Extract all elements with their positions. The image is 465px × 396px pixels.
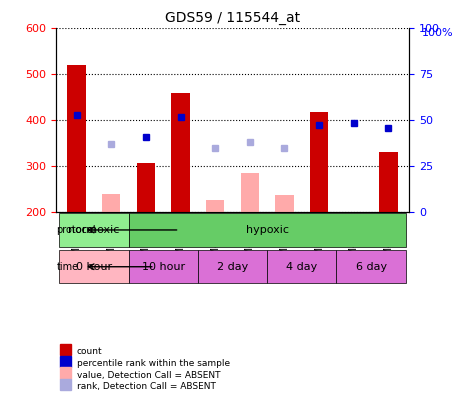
Text: 0 hour: 0 hour xyxy=(76,262,112,272)
FancyBboxPatch shape xyxy=(59,213,128,246)
Text: 10 hour: 10 hour xyxy=(142,262,185,272)
Bar xyxy=(241,173,259,211)
Title: GDS59 / 115544_at: GDS59 / 115544_at xyxy=(165,11,300,25)
FancyBboxPatch shape xyxy=(59,250,128,283)
Bar xyxy=(172,93,190,211)
Bar xyxy=(310,112,328,211)
FancyBboxPatch shape xyxy=(337,250,406,283)
Text: time: time xyxy=(56,262,79,272)
Bar xyxy=(102,194,120,211)
FancyBboxPatch shape xyxy=(198,250,267,283)
FancyBboxPatch shape xyxy=(267,250,337,283)
FancyBboxPatch shape xyxy=(128,250,198,283)
Text: 4 day: 4 day xyxy=(286,262,318,272)
Text: hypoxic: hypoxic xyxy=(246,225,289,235)
Bar xyxy=(379,152,398,211)
Bar xyxy=(206,200,224,211)
Bar xyxy=(275,196,293,211)
Text: 2 day: 2 day xyxy=(217,262,248,272)
Y-axis label: 100%: 100% xyxy=(422,28,453,38)
Legend: count, percentile rank within the sample, value, Detection Call = ABSENT, rank, : count, percentile rank within the sample… xyxy=(60,347,230,392)
Text: 6 day: 6 day xyxy=(356,262,387,272)
Bar xyxy=(137,163,155,211)
Text: protocol: protocol xyxy=(56,225,96,235)
Bar xyxy=(67,65,86,211)
FancyBboxPatch shape xyxy=(128,213,406,246)
Text: normoxic: normoxic xyxy=(68,225,120,235)
